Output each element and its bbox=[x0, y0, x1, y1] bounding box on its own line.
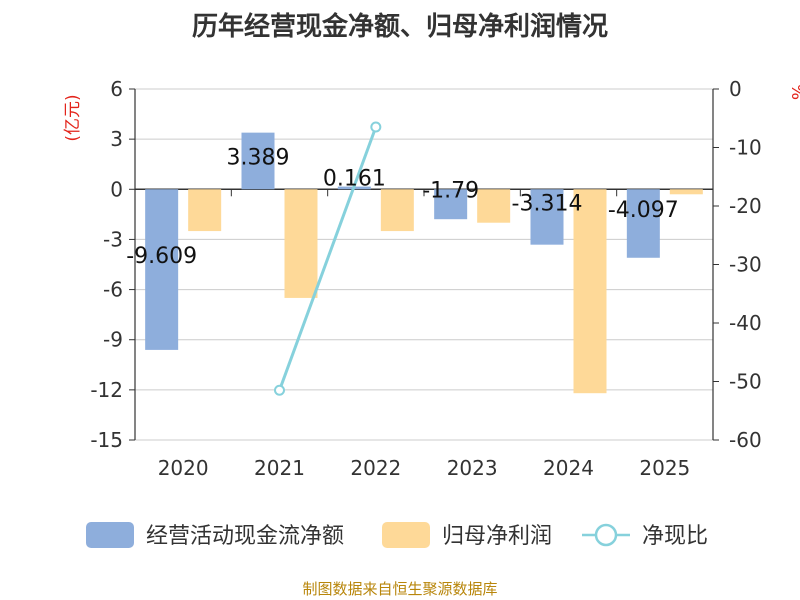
legend-label: 净现比 bbox=[642, 524, 708, 549]
x-tick-label: 2025 bbox=[639, 456, 690, 480]
right-tick-label: -40 bbox=[729, 311, 762, 335]
legend-swatch bbox=[382, 522, 430, 548]
legend-item[interactable]: 经营活动现金流净额 bbox=[86, 522, 344, 549]
grid-lines bbox=[135, 88, 713, 441]
right-tick-label: -20 bbox=[729, 194, 762, 218]
right-tick-label: -10 bbox=[729, 136, 762, 160]
netprofit-bar bbox=[573, 189, 607, 394]
data-label: 3.389 bbox=[227, 146, 290, 171]
left-tick-label: 6 bbox=[110, 77, 123, 101]
data-label: -3.314 bbox=[512, 191, 583, 216]
x-tick-label: 2024 bbox=[543, 456, 594, 480]
right-tick-label: -50 bbox=[729, 370, 762, 394]
legend-item[interactable]: 净现比 bbox=[582, 523, 708, 549]
right-tick-label: 0 bbox=[729, 77, 742, 101]
netprofit-bar bbox=[284, 189, 318, 298]
legend[interactable]: 经营活动现金流净额 归母净利润 净现比 bbox=[86, 522, 708, 549]
x-tick-label: 2023 bbox=[447, 456, 498, 480]
data-label: -1.79 bbox=[422, 179, 479, 204]
ratio-point bbox=[370, 121, 382, 133]
axes: 6 3 0 -3 -6 -9 -12 -15 0 -10 -20 -30 -40 -50 -60 (亿元)% 2… bbox=[63, 77, 800, 480]
x-tick-label: 2020 bbox=[158, 456, 209, 480]
right-tick-label: -60 bbox=[729, 428, 762, 452]
left-tick-label: 3 bbox=[110, 127, 123, 151]
left-tick-label: -3 bbox=[103, 227, 123, 251]
cashflow-bar bbox=[145, 189, 179, 350]
data-labels: -9.609 3.389 0.161 -1.79 -3.314 -4.097 bbox=[126, 146, 679, 269]
right-axis-unit: % bbox=[787, 84, 800, 100]
netprofit-bar bbox=[188, 189, 222, 232]
legend-swatch-marker bbox=[594, 523, 618, 547]
netprofit-bar bbox=[380, 189, 414, 232]
left-axis-unit: (亿元) bbox=[63, 94, 83, 141]
source-note: 制图数据来自恒生聚源数据库 bbox=[302, 580, 498, 598]
cashflow-bar bbox=[434, 189, 468, 220]
ratio-point bbox=[274, 384, 285, 396]
left-tick-label: -15 bbox=[90, 428, 123, 452]
data-label: -4.097 bbox=[608, 198, 679, 223]
ratio-line bbox=[274, 121, 382, 396]
legend-label: 经营活动现金流净额 bbox=[146, 524, 344, 549]
left-tick-label: 0 bbox=[110, 177, 123, 201]
data-label: -9.609 bbox=[126, 244, 197, 269]
cashflow-bar bbox=[241, 132, 275, 190]
left-tick-label: -9 bbox=[103, 328, 123, 352]
x-tick-label: 2022 bbox=[350, 456, 401, 480]
right-tick-label: -30 bbox=[729, 253, 762, 277]
netprofit-bar bbox=[477, 189, 511, 223]
x-tick-label: 2021 bbox=[254, 456, 305, 480]
chart-title: 历年经营现金净额、归母净利润情况 bbox=[191, 12, 608, 42]
left-tick-label: -6 bbox=[103, 278, 123, 302]
ratio-line-path bbox=[278, 126, 378, 391]
cashflow-bar bbox=[530, 189, 564, 245]
legend-swatch bbox=[86, 522, 134, 548]
cashflow-bar bbox=[626, 189, 660, 258]
legend-item[interactable]: 归母净利润 bbox=[382, 522, 552, 549]
netprofit-bar bbox=[669, 189, 703, 195]
bars bbox=[145, 132, 703, 394]
legend-label: 归母净利润 bbox=[442, 524, 552, 549]
left-tick-label: -12 bbox=[90, 378, 123, 402]
data-label: 0.161 bbox=[323, 166, 386, 191]
